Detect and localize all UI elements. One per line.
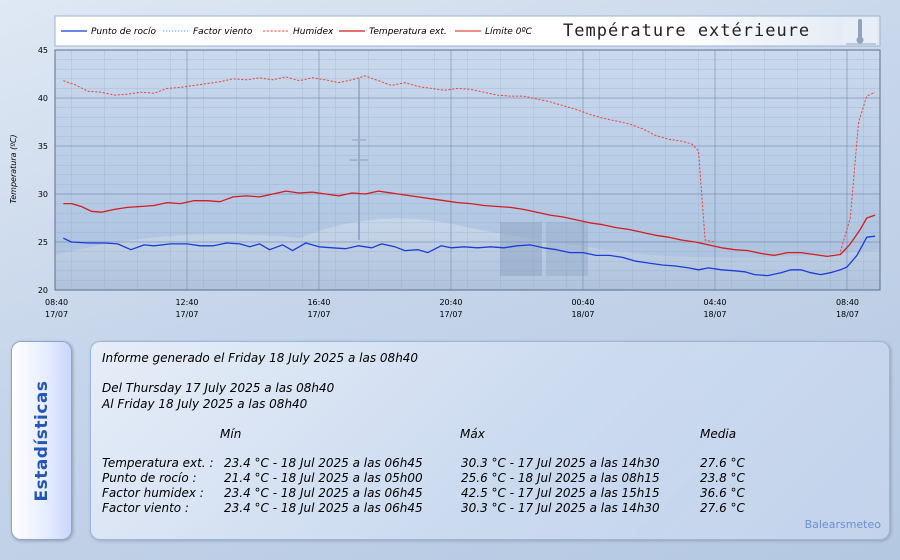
- x-tick-time: 04:40: [703, 298, 726, 307]
- thermometer-icon: [843, 17, 877, 45]
- legend-entry: Límite 0ºC: [485, 27, 533, 37]
- legend-entry: Humidex: [293, 27, 334, 37]
- x-tick-date: 18/07: [571, 310, 594, 319]
- x-tick-date: 17/07: [45, 310, 68, 319]
- row-label: Punto de rocío :: [102, 471, 197, 485]
- x-tick-time: 08:40: [836, 298, 859, 307]
- row-label: Factor humidex :: [102, 486, 204, 500]
- x-tick-time: 00:40: [571, 298, 594, 307]
- legend-entry: Temperatura ext.: [369, 27, 447, 37]
- x-tick-time: 20:40: [439, 298, 462, 307]
- report-from: Del Thursday 17 July 2025 a las 08h40: [102, 381, 335, 395]
- x-tick-date: 18/07: [703, 310, 726, 319]
- series-line-humidex: [63, 75, 716, 243]
- row-avg: 27.6 °C: [700, 501, 745, 515]
- y-tick-label: 30: [38, 190, 48, 199]
- series-line-humidex: [839, 91, 876, 252]
- header-max: Máx: [460, 427, 485, 441]
- x-tick-date: 17/07: [307, 310, 330, 319]
- temperature-chart: 20 25 30 35 40 45 08:40 17/07 12:40 17/07 16:40 17/…: [9, 15, 881, 319]
- series-line-punto-de-roc-o: [63, 235, 876, 277]
- x-tick-time: 16:40: [307, 298, 330, 307]
- report-to: Al Friday 18 July 2025 a las 08h40: [102, 397, 308, 411]
- row-max: 30.3 °C - 17 Jul 2025 a las 14h30: [461, 456, 660, 470]
- row-label: Factor viento :: [102, 501, 189, 515]
- y-tick-label: 40: [38, 94, 48, 103]
- report-generated: Informe generado el Friday 18 July 2025 …: [102, 351, 419, 365]
- row-max: 42.5 °C - 17 Jul 2025 a las 15h15: [461, 486, 660, 500]
- legend-entry: Factor viento: [193, 27, 253, 37]
- axis-labels: 20 25 30 35 40 45 08:40 17/07 12:40 17/07 16:40 17/…: [38, 46, 859, 319]
- row-avg: 27.6 °C: [700, 456, 745, 470]
- y-tick-label: 25: [38, 238, 48, 247]
- x-tick-date: 17/07: [439, 310, 462, 319]
- y-tick-label: 45: [38, 46, 48, 55]
- row-min: 21.4 °C - 18 Jul 2025 a las 05h00: [224, 471, 423, 485]
- legend-entry: Punto de rocío: [91, 27, 156, 37]
- series-line-temperatura-ext-: [63, 190, 876, 258]
- x-tick-time: 08:40: [45, 298, 68, 307]
- y-tick-label: 35: [38, 142, 48, 151]
- background-scenery: [55, 78, 880, 290]
- grid: [54, 49, 880, 291]
- credit-label: Balearsmeteo: [804, 518, 881, 531]
- row-min: 23.4 °C - 18 Jul 2025 a las 06h45: [224, 456, 423, 470]
- x-tick-date: 18/07: [836, 310, 859, 319]
- x-tick-date: 17/07: [175, 310, 198, 319]
- series-layer: [63, 75, 876, 277]
- chart-title: Température extérieure: [563, 21, 810, 41]
- legend: Punto de rocío Factor viento Humidex Temper…: [61, 27, 533, 37]
- stats-panel: Informe generado el Friday 18 July 2025 …: [90, 341, 890, 540]
- y-axis-title: Temperatura (ºC): [9, 134, 18, 203]
- row-max: 30.3 °C - 17 Jul 2025 a las 14h30: [461, 501, 660, 515]
- plot-frame: [54, 49, 881, 291]
- row-max: 25.6 °C - 18 Jul 2025 a las 08h15: [461, 471, 660, 485]
- header-min: Mín: [220, 427, 242, 441]
- row-avg: 23.8 °C: [700, 471, 745, 485]
- row-label: Temperatura ext. :: [102, 456, 214, 470]
- y-tick-label: 20: [38, 286, 48, 295]
- row-avg: 36.6 °C: [700, 486, 745, 500]
- row-min: 23.4 °C - 18 Jul 2025 a las 06h45: [224, 486, 423, 500]
- stats-side-tab-label: Estadísticas: [31, 379, 52, 502]
- x-tick-time: 12:40: [175, 298, 198, 307]
- row-min: 23.4 °C - 18 Jul 2025 a las 06h45: [224, 501, 423, 515]
- stats-side-tab: Estadísticas: [11, 341, 72, 540]
- header-avg: Media: [700, 427, 737, 441]
